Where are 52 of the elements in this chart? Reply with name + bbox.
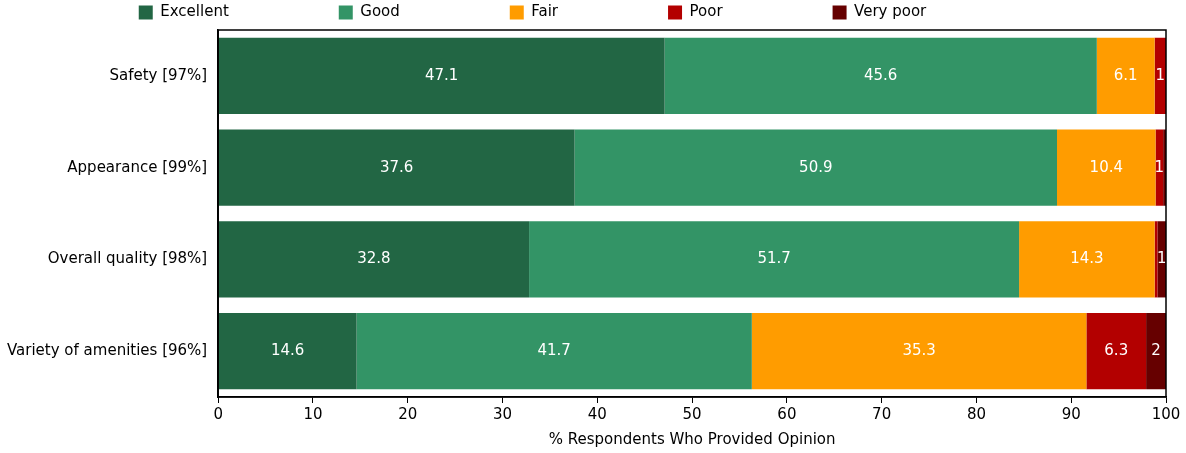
x-tick-label: 10 [303,404,323,423]
data-label: 47.1 [424,65,459,84]
bar [1096,37,1155,114]
bar [1086,313,1147,390]
bar [751,313,1087,390]
x-tick-label: 70 [872,404,892,423]
legend-label: Poor [689,2,828,21]
bar [218,313,357,390]
bar [1057,129,1156,206]
x-tick-label: 20 [398,404,418,423]
bar [1146,313,1166,390]
data-label: 2 [1151,341,1161,360]
y-tick-label: Safety [97%] [109,65,208,84]
bar [218,37,665,114]
bar [356,313,752,390]
data-label: 14.3 [1070,249,1104,268]
x-tick-label: 40 [587,404,607,423]
data-label: 32.8 [357,249,391,268]
data-label: 35.3 [902,341,936,360]
data-label: 14.6 [270,341,305,360]
x-tick-label: 90 [1061,404,1081,423]
legend-label: Excellent [160,2,334,21]
x-tick-label: 100 [1151,404,1181,423]
data-label: 41.7 [537,341,571,360]
data-label: 1 [1155,65,1166,84]
bar [664,37,1097,114]
x-tick-label: 30 [493,404,513,423]
data-label: 1 [1156,249,1167,268]
y-tick-label: Overall quality [98%] [47,249,208,268]
data-label: 10.4 [1089,157,1123,176]
bar [574,129,1058,206]
data-label: 37.6 [379,157,414,176]
x-tick-label: 0 [213,404,223,423]
bar [529,221,1020,298]
data-label: 45.6 [864,65,898,84]
data-label: 51.7 [757,249,791,268]
x-tick-label: 50 [682,404,702,423]
x-tick-label: 80 [966,404,986,423]
data-label: 50.9 [799,157,833,176]
y-tick-label: Appearance [99%] [67,157,208,176]
legend-label: Very poor [854,2,1032,21]
data-label: 6.3 [1104,341,1129,360]
y-tick-label: Variety of amenities [96%] [7,341,208,360]
bar [218,129,575,206]
x-tick-label: 60 [777,404,797,423]
x-axis-title: % Respondents Who Provided Opinion [548,429,836,448]
legend-label: Good [360,2,505,21]
data-label: 1 [1154,157,1165,176]
bar [1019,221,1155,298]
legend-label: Fair [531,2,664,21]
bar [218,221,530,298]
data-label: 6.1 [1113,65,1138,84]
